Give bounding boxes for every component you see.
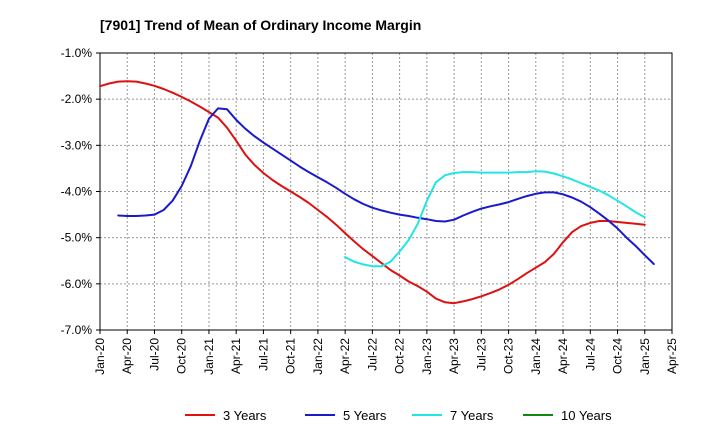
x-tick-label: Jan-24 bbox=[529, 338, 543, 375]
x-tick-label: Oct-22 bbox=[393, 338, 407, 374]
x-tick-label: Jul-21 bbox=[256, 338, 270, 371]
y-tick-label: -7.0% bbox=[61, 323, 93, 337]
plot-frame bbox=[99, 52, 673, 331]
series-lines bbox=[99, 80, 655, 305]
x-tick-label: Oct-24 bbox=[611, 338, 625, 374]
x-tick-label: Jan-21 bbox=[202, 338, 216, 375]
x-tick-label: Jul-23 bbox=[474, 338, 488, 371]
chart-title: [7901] Trend of Mean of Ordinary Income … bbox=[100, 17, 421, 33]
axes: -1.0%-2.0%-3.0%-4.0%-5.0%-6.0%-7.0%Jan-2… bbox=[61, 46, 679, 375]
x-tick-label: Jan-20 bbox=[93, 338, 107, 375]
y-tick-label: -5.0% bbox=[61, 231, 93, 245]
x-tick-label: Jul-22 bbox=[365, 338, 379, 371]
legend: 3 Years 5 Years 7 Years 10 Years bbox=[185, 408, 612, 423]
x-tick-label: Jan-23 bbox=[420, 338, 434, 375]
legend-label: 3 Years bbox=[223, 408, 267, 423]
legend-label: 5 Years bbox=[343, 408, 387, 423]
y-tick-label: -6.0% bbox=[61, 277, 93, 291]
x-tick-label: Apr-25 bbox=[665, 338, 679, 374]
y-tick-label: -3.0% bbox=[61, 138, 93, 152]
y-tick-label: -4.0% bbox=[61, 185, 93, 199]
x-tick-label: Apr-23 bbox=[447, 338, 461, 374]
x-tick-label: Jul-24 bbox=[583, 338, 597, 371]
x-tick-label: Oct-21 bbox=[284, 338, 298, 374]
x-tick-label: Apr-22 bbox=[338, 338, 352, 374]
series-line-3-years bbox=[99, 80, 646, 305]
x-tick-label: Oct-23 bbox=[502, 338, 516, 374]
x-tick-label: Apr-21 bbox=[229, 338, 243, 374]
x-tick-label: Apr-24 bbox=[556, 338, 570, 374]
series-line-5-years bbox=[117, 107, 655, 265]
x-tick-label: Apr-20 bbox=[120, 338, 134, 374]
x-tick-label: Oct-20 bbox=[175, 338, 189, 374]
y-tick-label: -1.0% bbox=[61, 46, 93, 60]
series-line-7-years bbox=[344, 170, 646, 268]
x-tick-label: Jan-25 bbox=[638, 338, 652, 375]
legend-label: 7 Years bbox=[450, 408, 494, 423]
x-tick-label: Jan-22 bbox=[311, 338, 325, 375]
x-tick-label: Jul-20 bbox=[147, 338, 161, 371]
y-tick-label: -2.0% bbox=[61, 92, 93, 106]
legend-label: 10 Years bbox=[561, 408, 612, 423]
